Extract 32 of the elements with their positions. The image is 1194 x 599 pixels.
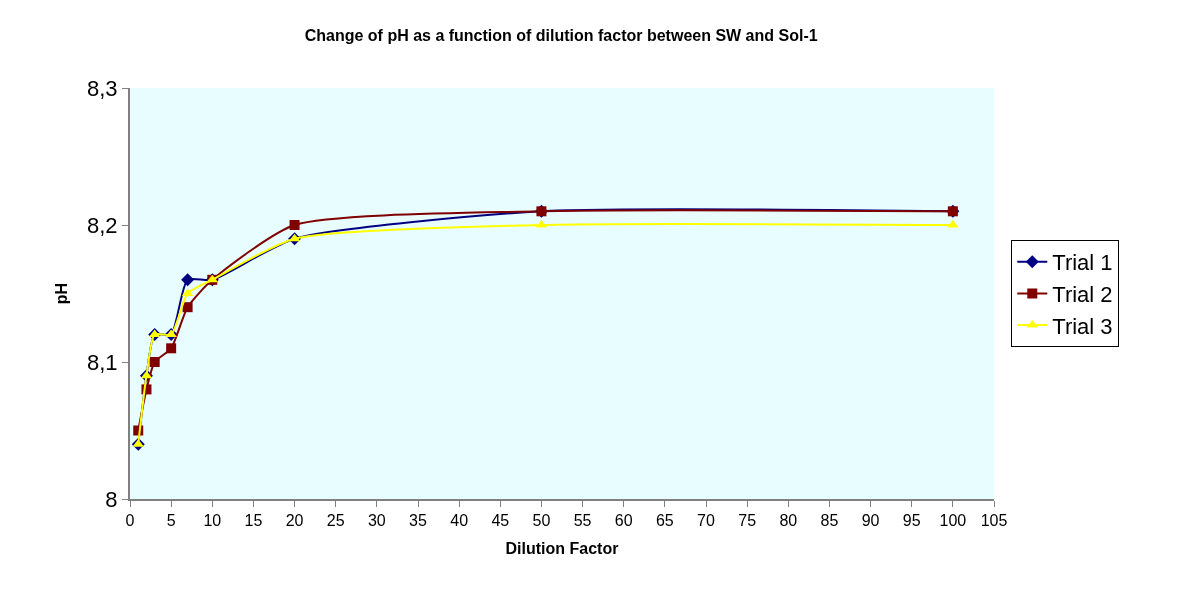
x-axis-title: Dilution Factor xyxy=(505,540,619,558)
y-axis-title: pH xyxy=(53,282,71,305)
x-tick-label: 50 xyxy=(532,512,551,530)
x-tick-label: 10 xyxy=(203,512,222,530)
x-tick-label: 15 xyxy=(244,512,263,530)
x-tick-label: 0 xyxy=(125,512,135,530)
x-tick-label: 35 xyxy=(409,512,427,530)
y-tick-label: 8,1 xyxy=(87,349,118,375)
x-tick-label: 55 xyxy=(573,512,592,530)
y-tick-label: 8,3 xyxy=(87,75,118,101)
x-tick-label: 30 xyxy=(367,512,386,530)
x-tick-label: 90 xyxy=(861,512,880,530)
x-tick-label: 60 xyxy=(614,512,633,530)
legend-label: Trial 1 xyxy=(1052,250,1113,276)
x-tick-label: 5 xyxy=(166,512,176,530)
chart-title: Change of pH as a function of dilution factor between SW and Sol-1 xyxy=(304,27,818,45)
x-tick-label: 105 xyxy=(980,512,1008,530)
x-tick-label: 25 xyxy=(326,512,345,530)
y-tick-label: 8 xyxy=(105,486,118,512)
x-tick-label: 40 xyxy=(450,512,469,530)
legend-label: Trial 3 xyxy=(1052,313,1113,339)
x-tick-label: 65 xyxy=(655,512,674,530)
x-tick-label: 20 xyxy=(285,512,304,530)
x-tick-label: 100 xyxy=(939,512,967,530)
x-tick-label: 85 xyxy=(820,512,839,530)
legend-label: Trial 2 xyxy=(1052,281,1113,307)
x-tick-label: 95 xyxy=(902,512,921,530)
x-tick-label: 45 xyxy=(491,512,510,530)
x-tick-label: 80 xyxy=(779,512,798,530)
x-tick-label: 70 xyxy=(697,512,715,530)
x-tick-label: 75 xyxy=(738,512,757,530)
y-tick-label: 8,2 xyxy=(87,212,118,238)
